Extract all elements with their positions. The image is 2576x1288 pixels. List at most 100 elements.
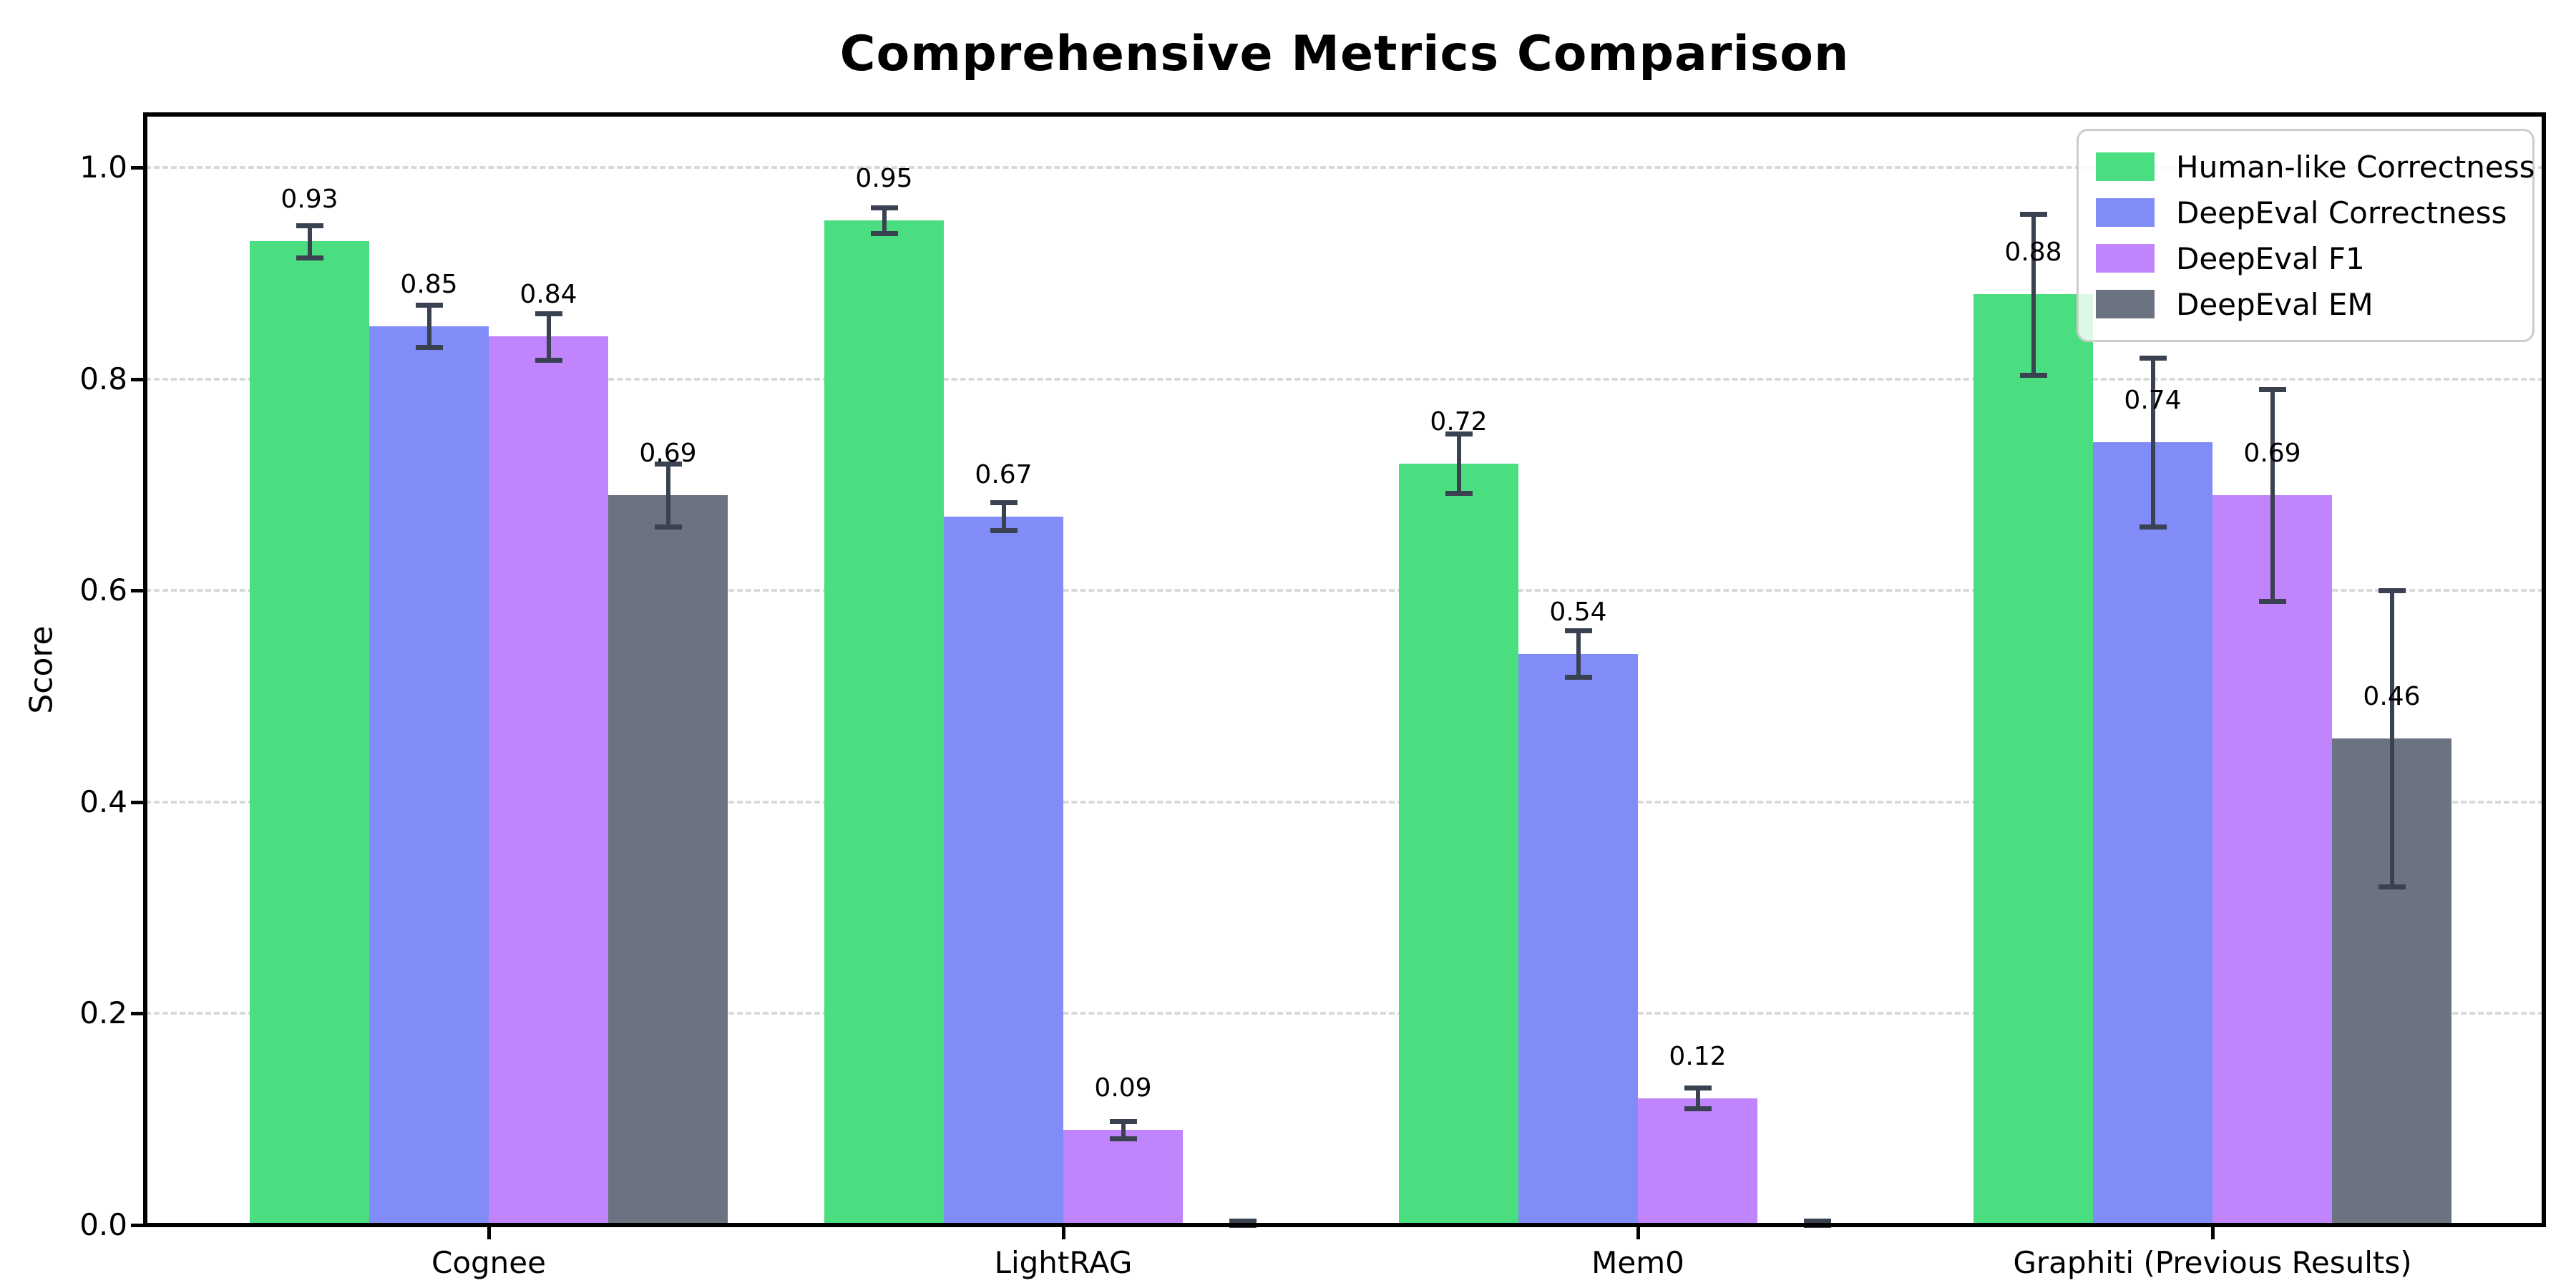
bar-Mem0-1: [1399, 463, 1518, 1225]
error-bar: [1576, 630, 1581, 678]
bar-value-label: 0.88: [2004, 238, 2062, 268]
x-tick-mark: [1062, 1225, 1065, 1239]
chart-title: Comprehensive Metrics Comparison: [839, 26, 1850, 82]
error-bar-cap: [654, 525, 682, 530]
y-tick-mark: [131, 800, 145, 804]
error-bar-cap: [1445, 431, 1473, 437]
error-bar: [2389, 590, 2394, 887]
error-bar: [665, 463, 670, 527]
legend-item-4: DeepEval EM: [2096, 281, 2515, 327]
error-bar: [882, 208, 887, 233]
x-tick-label: Mem0: [1591, 1245, 1684, 1280]
bar-Mem0-3: [1638, 1098, 1757, 1225]
legend-swatch: [2096, 152, 2155, 181]
error-bar: [1456, 434, 1461, 494]
error-bar-cap: [535, 311, 562, 316]
bar-Cognee-3: [489, 336, 608, 1225]
error-bar-cap: [1803, 1219, 1831, 1224]
gridline-0.4: [145, 800, 2544, 804]
y-tick-mark: [131, 1224, 145, 1227]
gridline-0.6: [145, 589, 2544, 592]
error-bar-cap: [2258, 387, 2286, 393]
legend-swatch: [2096, 244, 2155, 273]
legend-label: DeepEval Correctness: [2176, 195, 2507, 230]
error-bar-cap: [415, 303, 443, 308]
error-bar-cap: [2019, 211, 2047, 217]
error-bar: [1695, 1087, 1700, 1109]
bar-value-label: 0.09: [1094, 1073, 1152, 1103]
error-bar-cap: [1564, 628, 1592, 634]
error-bar: [426, 305, 431, 348]
legend-item-1: Human-like Correctness: [2096, 144, 2535, 190]
legend-item-2: DeepEval Correctness: [2096, 190, 2515, 235]
error-bar-cap: [1564, 675, 1592, 680]
bar-value-label: 0.84: [519, 280, 577, 310]
error-bar-cap: [296, 255, 323, 260]
legend-swatch: [2096, 198, 2155, 227]
bar-value-label: 0.69: [639, 439, 697, 469]
x-tick-mark: [2211, 1225, 2215, 1239]
error-bar-cap: [1109, 1119, 1137, 1125]
bar-LightRAG-2: [944, 516, 1063, 1225]
x-tick-label: Cognee: [431, 1245, 546, 1280]
error-bar-cap: [1229, 1219, 1257, 1224]
x-tick-label: Graphiti (Previous Results): [2013, 1245, 2412, 1280]
bar-Graphiti-Previous-Results--3: [2212, 495, 2332, 1225]
y-tick-label: 0.6: [79, 572, 127, 608]
error-bar-cap: [1684, 1106, 1712, 1112]
legend-swatch: [2096, 290, 2155, 318]
error-bar: [1001, 502, 1006, 530]
error-bar: [2270, 389, 2275, 601]
bar-value-label: 0.95: [855, 163, 913, 193]
bar-value-label: 0.69: [2243, 439, 2301, 469]
bar-LightRAG-3: [1063, 1129, 1183, 1225]
bar-Graphiti-Previous-Results--2: [2093, 442, 2212, 1225]
y-tick-mark: [131, 377, 145, 381]
error-bar-cap: [296, 223, 323, 229]
bar-value-label: 0.93: [280, 185, 338, 215]
bar-LightRAG-1: [824, 220, 944, 1225]
gridline-0.8: [145, 377, 2544, 381]
y-tick-mark: [131, 165, 145, 170]
bar-Cognee-2: [369, 326, 489, 1225]
top-spine: [143, 112, 2546, 117]
bar-value-label: 0.46: [2363, 682, 2421, 712]
y-tick-label: 0.4: [79, 784, 127, 819]
error-bar: [307, 225, 312, 258]
error-bar: [2031, 213, 2036, 375]
bar-Cognee-4: [608, 495, 728, 1225]
legend-label: DeepEval F1: [2176, 240, 2365, 276]
error-bar-cap: [2139, 355, 2167, 361]
y-tick-mark: [131, 1012, 145, 1016]
error-bar-cap: [1445, 491, 1473, 497]
y-tick-label: 0.0: [79, 1207, 127, 1242]
y-tick-label: 0.2: [79, 995, 127, 1031]
error-bar-cap: [535, 357, 562, 363]
bar-value-label: 0.72: [1430, 406, 1488, 436]
error-bar-cap: [870, 205, 898, 211]
y-tick-mark: [131, 589, 145, 593]
error-bar-cap: [2139, 525, 2167, 530]
bar-Mem0-2: [1518, 653, 1638, 1225]
gridline-0.2: [145, 1012, 2544, 1015]
x-tick-label: LightRAG: [994, 1245, 1133, 1280]
error-bar-cap: [1684, 1085, 1712, 1091]
bar-value-label: 0.85: [400, 269, 458, 299]
y-tick-label: 1.0: [79, 149, 127, 185]
bar-value-label: 0.54: [1549, 597, 1607, 627]
error-bar-cap: [2019, 372, 2047, 378]
error-bar: [546, 313, 551, 360]
y-axis-spine: [143, 112, 147, 1227]
y-axis-label: Score: [23, 625, 60, 714]
error-bar-cap: [990, 527, 1018, 533]
legend: Human-like Correctness DeepEval Correctne…: [2077, 129, 2535, 342]
legend-label: Human-like Correctness: [2176, 149, 2535, 185]
bar-value-label: 0.67: [975, 459, 1033, 489]
error-bar-cap: [2378, 588, 2406, 594]
error-bar-cap: [990, 500, 1018, 506]
gridline-1.0: [145, 165, 2544, 169]
error-bar-cap: [870, 230, 898, 236]
bar-Cognee-1: [250, 241, 369, 1225]
error-bar-cap: [415, 345, 443, 351]
